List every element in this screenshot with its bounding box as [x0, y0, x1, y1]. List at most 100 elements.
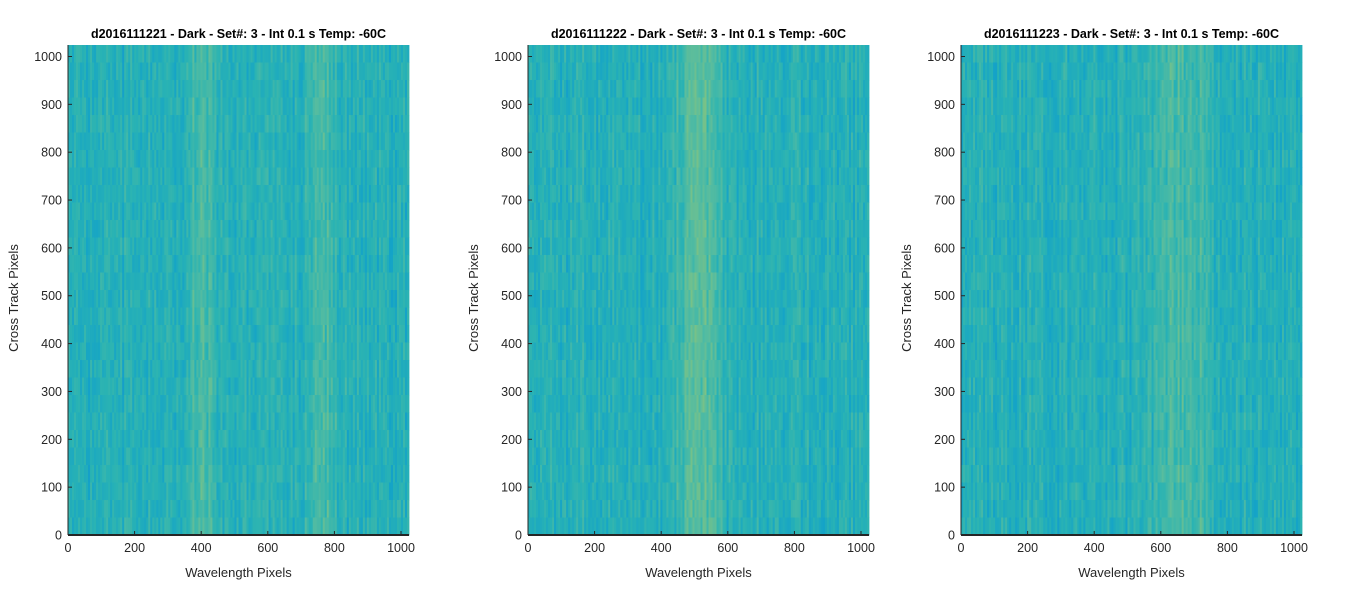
heatmap-cell [130, 45, 133, 63]
heatmap-cell [234, 272, 237, 291]
heatmap-cell [222, 430, 225, 448]
heatmap-cell [210, 447, 213, 466]
heatmap-cell [200, 185, 203, 203]
heatmap-cell [184, 307, 187, 326]
heatmap-cell [154, 272, 157, 291]
heatmap-cell [190, 360, 193, 378]
heatmap-cell [84, 447, 87, 466]
heatmap-cell [168, 482, 171, 501]
heatmap-cell [232, 430, 235, 448]
heatmap-cell [76, 412, 79, 431]
heatmap-cell [146, 500, 149, 518]
heatmap-cell [112, 360, 115, 378]
heatmap-cell [152, 360, 155, 378]
heatmap-cell [152, 395, 155, 413]
heatmap-cell [96, 132, 99, 151]
heatmap-cell [104, 220, 107, 238]
heatmap-cell [210, 465, 213, 483]
heatmap-cell [150, 150, 153, 168]
heatmap-cell [200, 150, 203, 168]
heatmap-cell [150, 377, 153, 396]
heatmap-cell [102, 237, 105, 256]
heatmap-cell [252, 482, 255, 501]
heatmap-cell [126, 272, 129, 291]
heatmap-cell [86, 465, 89, 483]
heatmap-cell [196, 62, 199, 81]
heatmap-cell [76, 307, 79, 326]
heatmap-cell [92, 290, 95, 308]
heatmap-cell [76, 255, 79, 273]
heatmap-cell [128, 517, 131, 536]
heatmap-cell [76, 342, 79, 361]
heatmap-cell [248, 185, 251, 203]
heatmap-cell [220, 132, 223, 151]
heatmap-cell [172, 482, 175, 501]
heatmap-cell [228, 412, 231, 431]
heatmap-cell [198, 500, 201, 518]
heatmap-cell [106, 220, 109, 238]
heatmap-cell [240, 430, 243, 448]
heatmap-cell [252, 500, 255, 518]
heatmap-cell [190, 447, 193, 466]
heatmap-cell [238, 185, 241, 203]
heatmap-cell [252, 115, 255, 133]
heatmap-cell [86, 185, 89, 203]
heatmap-cell [140, 167, 143, 186]
heatmap-cell [158, 377, 161, 396]
heatmap-cell [94, 290, 97, 308]
heatmap-cell [116, 517, 119, 536]
heatmap-cell [122, 220, 125, 238]
heatmap-cell [130, 447, 133, 466]
heatmap-cell [218, 517, 221, 536]
heatmap-cell [188, 202, 191, 221]
heatmap-cell [126, 202, 129, 221]
heatmap-cell [236, 377, 239, 396]
heatmap-cell [78, 45, 81, 63]
heatmap-cell [226, 237, 229, 256]
heatmap-cell [216, 377, 219, 396]
heatmap-cell [244, 150, 247, 168]
heatmap-cell [82, 290, 85, 308]
chart-panel-1: d2016111221 - Dark - Set#: 3 - Int 0.1 s… [6, 27, 415, 580]
heatmap-cell [168, 360, 171, 378]
heatmap-cell [186, 500, 189, 518]
heatmap-cell [186, 430, 189, 448]
heatmap-cell [152, 272, 155, 291]
heatmap-cell [178, 360, 181, 378]
heatmap-cell [218, 395, 221, 413]
heatmap-cell [254, 115, 257, 133]
heatmap-cell [142, 500, 145, 518]
heatmap-cell [164, 202, 167, 221]
heatmap-cell [196, 290, 199, 308]
heatmap-cell [162, 202, 165, 221]
heatmap-cell [134, 447, 137, 466]
heatmap-cell [70, 62, 73, 81]
heatmap-cell [254, 185, 257, 203]
heatmap-cell [214, 45, 217, 63]
heatmap-cell [198, 272, 201, 291]
heatmap-cell [82, 500, 85, 518]
heatmap-cell [68, 412, 71, 431]
heatmap-cell [90, 97, 93, 116]
heatmap-cell [178, 465, 181, 483]
heatmap-cell [198, 80, 201, 98]
heatmap-cell [222, 500, 225, 518]
heatmap-cell [250, 412, 253, 431]
heatmap-cell [88, 150, 91, 168]
heatmap-cell [76, 360, 79, 378]
heatmap-cell [220, 150, 223, 168]
heatmap-cell [160, 185, 163, 203]
heatmap-cell [256, 115, 259, 133]
heatmap-cell [224, 255, 227, 273]
heatmap-cell [172, 342, 175, 361]
heatmap-cell [222, 395, 225, 413]
heatmap-cell [214, 132, 217, 151]
heatmap-cell [248, 500, 251, 518]
heatmap-cell [84, 45, 87, 63]
heatmap-cell [238, 465, 241, 483]
heatmap-cell [234, 307, 237, 326]
heatmap-cell [108, 360, 111, 378]
heatmap-cell [134, 80, 137, 98]
heatmap-cell [230, 45, 233, 63]
heatmap-cell [142, 412, 145, 431]
